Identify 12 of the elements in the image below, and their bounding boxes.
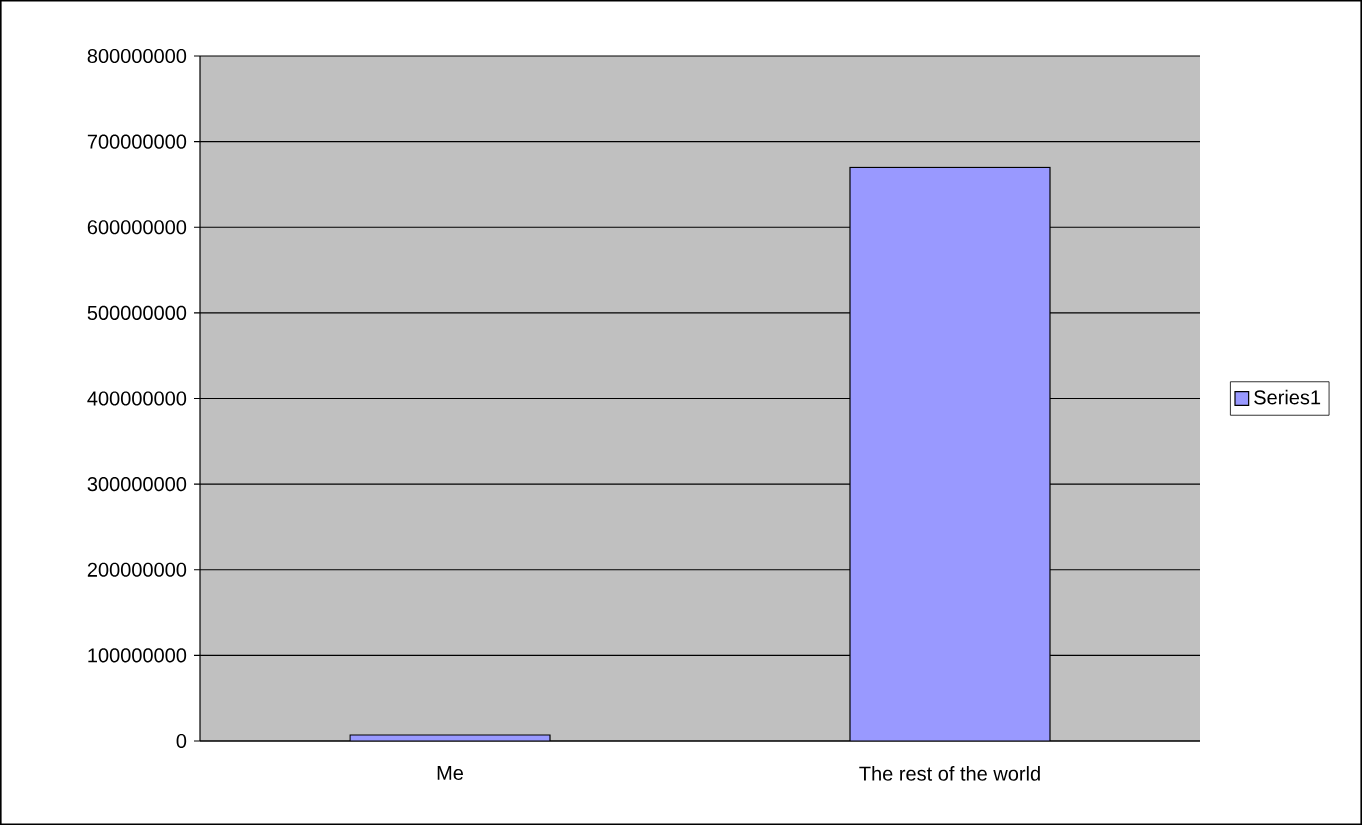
x-tick-label: The rest of the world <box>859 766 1040 781</box>
y-tick-label: 200000000 <box>87 562 187 577</box>
y-tick-label: 100000000 <box>88 648 187 663</box>
y-tick-label: 700000000 <box>87 134 187 149</box>
y-tick-label: 400000000 <box>87 391 187 406</box>
legend-label: Series1 <box>1254 389 1321 405</box>
y-tick-label: 800000000 <box>87 48 187 64</box>
x-tick-label: Me <box>437 766 463 780</box>
y-tick-label: 300000000 <box>87 477 187 492</box>
y-tick-label: 0 <box>176 733 187 749</box>
y-tick-label: 500000000 <box>87 305 187 320</box>
y-tick-label: 600000000 <box>87 220 187 235</box>
